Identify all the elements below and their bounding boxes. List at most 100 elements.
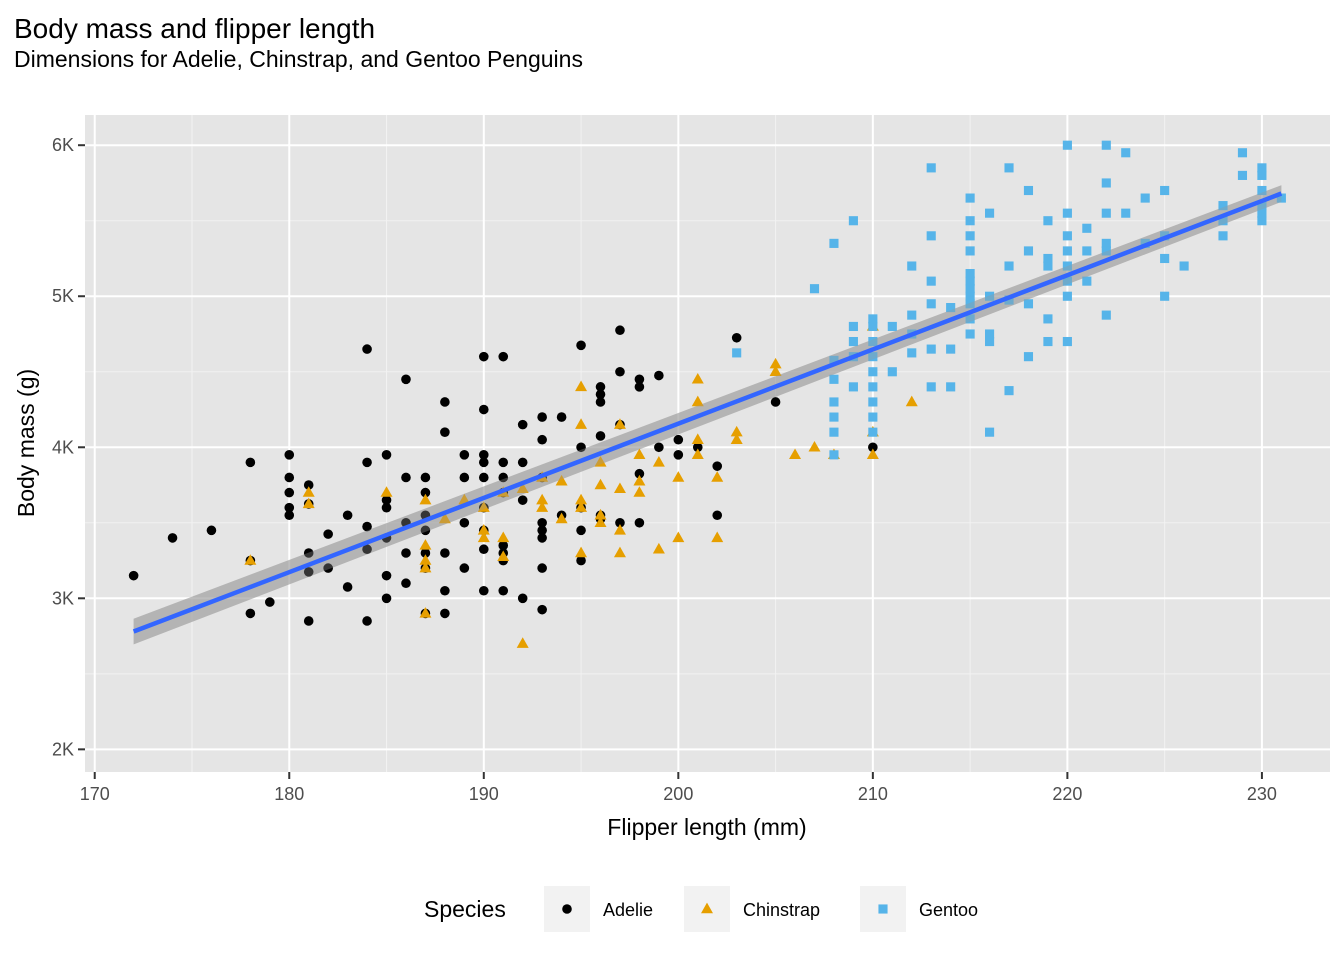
data-point xyxy=(965,216,975,226)
data-point xyxy=(809,284,820,294)
data-point xyxy=(907,310,917,320)
data-point xyxy=(595,382,606,392)
data-point xyxy=(732,348,742,358)
data-point xyxy=(419,493,432,505)
data-point xyxy=(478,450,489,460)
data-point xyxy=(868,427,878,437)
data-point xyxy=(615,325,625,336)
data-point xyxy=(536,501,549,512)
data-point xyxy=(1101,238,1111,248)
data-point xyxy=(985,427,995,437)
data-point xyxy=(868,397,878,407)
data-point xyxy=(848,336,858,347)
data-point xyxy=(362,457,372,468)
data-point xyxy=(1237,148,1248,158)
data-point xyxy=(1023,352,1034,362)
data-point xyxy=(1101,246,1111,256)
y-tick-label: 2K xyxy=(52,739,74,759)
data-point xyxy=(691,372,704,384)
data-point xyxy=(1257,216,1267,226)
data-point xyxy=(362,616,372,626)
data-point xyxy=(594,456,607,467)
data-point xyxy=(887,367,897,377)
data-point xyxy=(438,512,451,524)
data-point xyxy=(516,637,529,648)
data-point xyxy=(965,329,975,339)
data-point xyxy=(244,554,257,565)
data-point xyxy=(1062,231,1072,241)
data-point xyxy=(477,531,490,543)
data-point xyxy=(594,516,607,528)
data-point xyxy=(1257,170,1267,180)
data-point xyxy=(537,434,547,445)
data-point xyxy=(575,418,588,429)
data-point xyxy=(497,550,510,561)
data-point xyxy=(731,332,742,343)
legend-label-chinstrap: Chinstrap xyxy=(743,900,820,920)
data-point xyxy=(613,482,626,494)
data-point xyxy=(985,291,995,301)
data-point xyxy=(1043,253,1053,264)
data-point xyxy=(265,597,275,607)
data-point xyxy=(613,524,626,535)
data-point xyxy=(1101,178,1111,188)
data-point xyxy=(517,457,528,468)
data-point xyxy=(965,299,975,309)
data-point xyxy=(868,321,878,332)
data-point xyxy=(284,502,295,513)
plot-panel xyxy=(85,115,1330,772)
data-point xyxy=(1082,246,1092,256)
data-point xyxy=(926,276,936,286)
data-point xyxy=(478,404,489,415)
data-point xyxy=(537,604,547,615)
data-point xyxy=(868,352,878,362)
data-point xyxy=(478,472,489,483)
data-point xyxy=(576,525,586,536)
data-point xyxy=(459,563,470,573)
data-point xyxy=(985,329,995,339)
data-point xyxy=(808,440,821,452)
data-point xyxy=(595,389,606,400)
data-point xyxy=(419,554,432,565)
data-point xyxy=(985,208,995,218)
data-point xyxy=(926,231,936,241)
data-point xyxy=(1023,185,1034,196)
data-point xyxy=(1043,216,1053,226)
data-point xyxy=(868,367,878,377)
data-point xyxy=(1257,208,1267,218)
data-point xyxy=(829,397,839,407)
data-point xyxy=(594,508,607,520)
data-point xyxy=(965,276,975,286)
data-point xyxy=(868,442,878,453)
data-point xyxy=(303,567,314,577)
data-point xyxy=(711,471,724,482)
data-point xyxy=(829,427,839,437)
data-point xyxy=(342,510,353,521)
data-point xyxy=(498,457,509,468)
data-point xyxy=(576,555,586,566)
legend-label-adelie: Adelie xyxy=(603,900,653,920)
data-point xyxy=(537,563,547,573)
data-point xyxy=(769,357,782,369)
data-point xyxy=(634,382,645,392)
data-point xyxy=(555,512,568,524)
legend-marker-chinstrap xyxy=(701,902,713,914)
data-point xyxy=(691,395,704,407)
x-tick-label: 190 xyxy=(469,784,499,804)
data-point xyxy=(576,442,586,453)
data-point xyxy=(965,231,975,241)
data-point xyxy=(497,531,510,543)
data-point xyxy=(459,517,470,528)
data-point xyxy=(1160,185,1170,196)
x-tick-label: 200 xyxy=(663,784,693,804)
data-point xyxy=(420,548,431,558)
data-point xyxy=(1004,295,1014,305)
data-point xyxy=(1004,261,1014,271)
data-point xyxy=(284,487,295,498)
data-point xyxy=(595,431,606,441)
data-point xyxy=(926,344,936,354)
data-point xyxy=(1121,208,1131,218)
data-point xyxy=(1218,231,1228,241)
x-tick-label: 230 xyxy=(1247,784,1277,804)
data-point xyxy=(323,563,333,573)
